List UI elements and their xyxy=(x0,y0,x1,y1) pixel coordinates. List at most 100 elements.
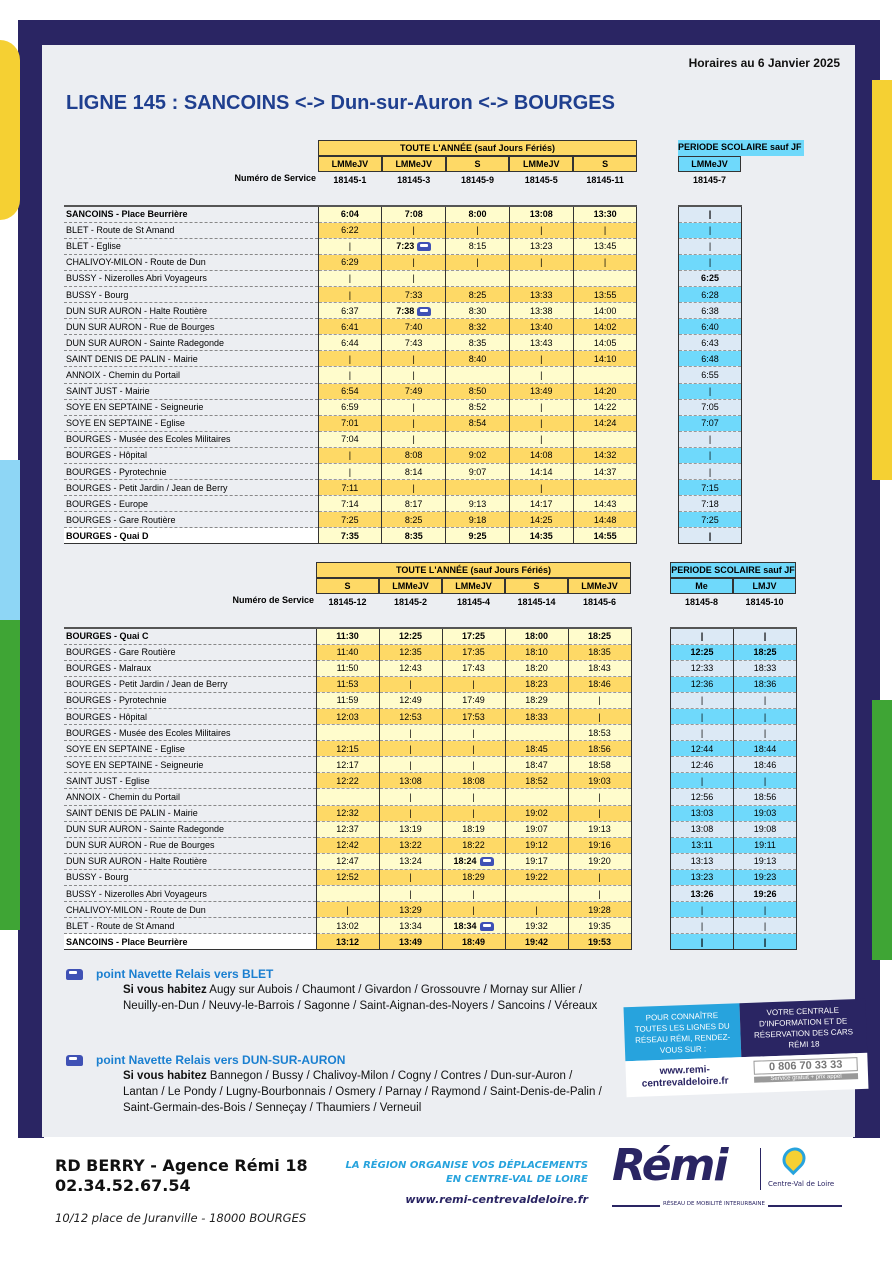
departure-time: 12:37 xyxy=(315,821,380,838)
pass-through-marker: | xyxy=(670,901,734,919)
pass-through-marker: | xyxy=(567,869,632,887)
time-text: | xyxy=(348,369,352,380)
day-header: LMMeJV xyxy=(381,156,446,172)
time-text: 7:23 xyxy=(396,241,415,252)
stop-name: SOYE EN SEPTAINE - Eglise xyxy=(64,740,316,758)
time-text: 11:53 xyxy=(336,679,359,690)
departure-time: 13:13 xyxy=(670,853,734,870)
time-text: 14:32 xyxy=(593,450,617,461)
service-number: 18145-14 xyxy=(505,595,568,610)
time-text: | xyxy=(700,936,704,947)
departure-time: 14:32 xyxy=(572,447,638,465)
service-number: 18145-5 xyxy=(509,173,574,188)
departure-time: 12:42 xyxy=(315,837,380,854)
departure-time: 6:29 xyxy=(317,254,383,271)
departure-time: 6:59 xyxy=(317,399,383,416)
shuttle-note-blet: point Navette Relais vers BLET Si vous h… xyxy=(66,966,606,1014)
departure-time: 18:58 xyxy=(567,756,632,774)
departure-time: 6:38 xyxy=(678,302,742,320)
time-text: 13:26 xyxy=(690,888,714,899)
pass-through-marker: | xyxy=(567,805,632,822)
time-text: | xyxy=(540,353,543,364)
time-text: 6:43 xyxy=(701,337,719,348)
time-text: 19:53 xyxy=(587,936,612,947)
empty-cell xyxy=(445,479,510,497)
time-text: 9:25 xyxy=(468,530,487,541)
departure-time: 18:22 xyxy=(441,837,506,854)
departure-time: 6:37 xyxy=(317,302,383,320)
time-text: | xyxy=(476,225,479,236)
pass-through-marker: | xyxy=(381,270,447,287)
time-text: 12:17 xyxy=(336,759,359,770)
pass-through-marker: | xyxy=(670,724,734,742)
school-day-header: LMMeJV xyxy=(678,156,741,172)
departure-time: 8:25 xyxy=(445,286,510,304)
time-text: 7:18 xyxy=(701,498,719,509)
departure-time: 13:49 xyxy=(378,933,443,951)
promo-url[interactable]: www.remi-centrevaldeloire.fr xyxy=(641,1064,729,1090)
table-row: BOURGES - Musée des Ecoles Militaires | | 1… xyxy=(64,724,632,742)
departure-time: 17:53 xyxy=(441,708,506,726)
time-text: 14:08 xyxy=(530,450,553,461)
pass-through-marker: | xyxy=(508,366,574,384)
departure-time: 12:15 xyxy=(315,740,380,758)
service-number: 18145-3 xyxy=(381,173,446,188)
service-number: 18145-10 xyxy=(733,595,796,610)
departure-time: 13:19 xyxy=(378,821,443,838)
time-text: 12:53 xyxy=(399,711,422,722)
departure-time: 12:49 xyxy=(378,692,443,709)
table-row: | xyxy=(678,463,742,481)
agency-name: RD BERRY - Agence Rémi 18 xyxy=(55,1156,308,1175)
stop-name: BOURGES - Musée des Ecoles Militaires xyxy=(64,431,318,448)
service-number: 18145-4 xyxy=(442,595,505,610)
empty-cell xyxy=(504,724,569,742)
table-row: | xyxy=(678,238,742,255)
time-text: 18:43 xyxy=(588,663,611,674)
table-row: SOYE EN SEPTAINE - Eglise 12:15 | | 18:45 18:… xyxy=(64,740,632,758)
time-text: | xyxy=(763,936,767,947)
stop-name: DUN SUR AURON - Halte Routière xyxy=(64,853,316,870)
time-text: 6:29 xyxy=(341,257,359,268)
departure-time: 6:55 xyxy=(678,366,742,384)
pass-through-marker: | xyxy=(317,286,383,304)
departure-time: 19:17 xyxy=(504,853,569,870)
departure-time: 14:55 xyxy=(572,527,638,545)
table-row: BUSSY - Bourg | 7:33 8:25 13:33 13:55 xyxy=(64,286,638,304)
time-text: | xyxy=(700,631,704,642)
time-text: | xyxy=(763,727,767,738)
pass-through-marker: | xyxy=(381,222,447,239)
table-row: SOYE EN SEPTAINE - Eglise 7:01 | 8:54 | 14:24 xyxy=(64,415,638,432)
t1-all-year-header: TOUTE L'ANNÉE (sauf Jours Fériés) xyxy=(318,140,637,156)
pass-through-marker: | xyxy=(317,350,383,368)
departure-time: 13:40 xyxy=(508,318,574,336)
time-text: 12:52 xyxy=(336,872,359,883)
departure-time: 12:44 xyxy=(670,740,734,758)
time-text: 12:03 xyxy=(336,711,359,722)
decor-green-right xyxy=(872,700,892,960)
departure-time: 7:25 xyxy=(317,511,383,529)
stop-name: BLET - Eglise xyxy=(64,238,318,255)
departure-time: 19:07 xyxy=(504,821,569,838)
pass-through-marker: | xyxy=(378,869,443,887)
table-row: | | xyxy=(670,708,797,726)
empty-cell xyxy=(315,885,380,903)
table-row: BOURGES - Petit Jardin / Jean de Berry 11… xyxy=(64,676,632,693)
departure-time: 6:25 xyxy=(678,270,742,287)
departure-time: 7:38 xyxy=(381,302,447,320)
time-text: 18:56 xyxy=(588,743,611,754)
time-text: 18:25 xyxy=(753,647,777,658)
time-text: 14:00 xyxy=(593,305,617,316)
time-text: | xyxy=(708,241,712,252)
time-text: | xyxy=(472,759,475,770)
stop-name: BOURGES - Quai D xyxy=(64,527,318,545)
service-number-label: Numéro de Service xyxy=(64,173,316,188)
table-row: 6:43 xyxy=(678,334,742,352)
stop-name: BLET - Route de St Amand xyxy=(64,222,318,239)
time-text: 13:40 xyxy=(530,321,553,332)
departure-time: 13:08 xyxy=(508,204,574,223)
website-link[interactable]: www.remi-centrevaldeloire.fr xyxy=(405,1193,588,1206)
time-text: 14:48 xyxy=(593,514,617,525)
time-text: 7:14 xyxy=(341,498,359,509)
effective-date: Horaires au 6 Janvier 2025 xyxy=(688,56,840,70)
departure-time: 7:18 xyxy=(678,495,742,513)
